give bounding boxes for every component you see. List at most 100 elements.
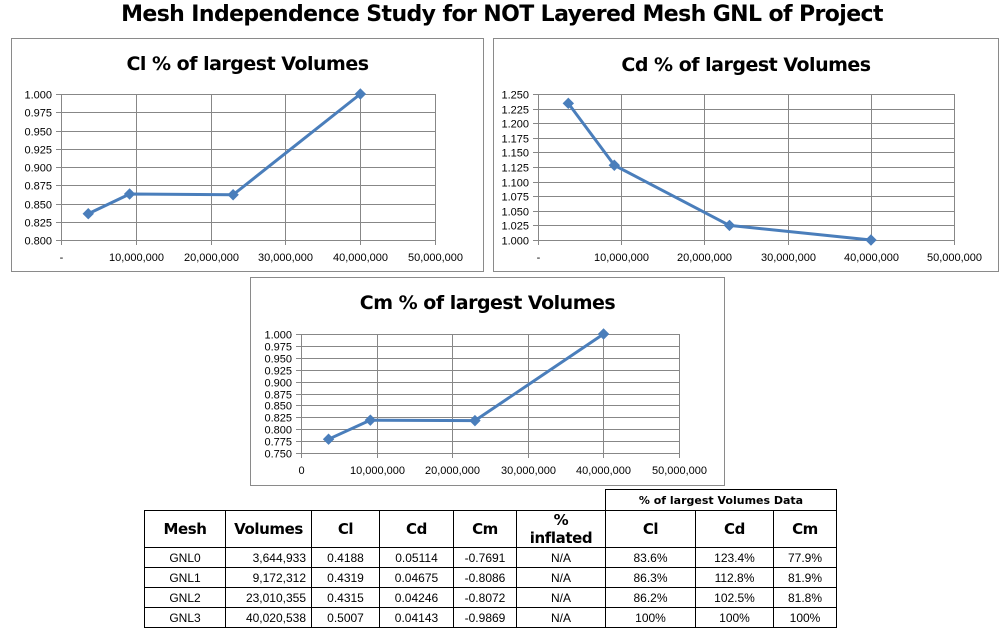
chart-title: Cm % of largest Volumes: [360, 292, 616, 314]
data-point-marker: [322, 433, 335, 445]
data-point-marker: [82, 208, 94, 220]
cell-inflated: N/A: [516, 607, 606, 628]
cell-mesh: GNL3: [144, 607, 226, 628]
data-point-marker: [123, 188, 136, 200]
cell-cm: -0.8072: [453, 587, 517, 608]
cell-pct-cd: 100%: [695, 607, 774, 628]
table-header-row: Mesh Volumes Cl Cd Cm % inflated Cl Cd C…: [144, 510, 837, 548]
header-cd: Cd: [379, 510, 454, 548]
y-tick-label: 1.250: [501, 90, 529, 102]
cell-inflated: N/A: [516, 547, 606, 568]
cell-cl: 0.5007: [311, 607, 380, 628]
data-point-marker: [354, 88, 367, 100]
chart-cd: Cd % of largest Volumes 1.000 1.025 1.050 1.…: [493, 38, 999, 272]
y-tick-label: 0.850: [24, 200, 52, 212]
y-tick-label: 0.875: [24, 181, 52, 193]
cell-cd: 0.04246: [379, 587, 454, 608]
cell-mesh: GNL0: [144, 547, 226, 568]
y-tick-label: 1.125: [501, 163, 529, 175]
cell-cl: 0.4315: [311, 587, 380, 608]
x-tick-label: 20,000,000: [425, 465, 480, 477]
x-tick-label: 30,000,000: [761, 252, 816, 264]
y-tick-label: 1.050: [501, 207, 529, 219]
x-tick-label: 50,000,000: [408, 252, 463, 264]
y-tick-label: 0.975: [24, 108, 52, 120]
cell-volumes: 9,172,312: [225, 567, 312, 588]
y-tick-label: 1.225: [501, 105, 529, 117]
cell-inflated: N/A: [516, 567, 606, 588]
y-tick-label: 0.775: [264, 437, 292, 449]
x-tick-label: 40,000,000: [333, 252, 388, 264]
data-point-marker: [865, 234, 877, 246]
x-tick-label: 10,000,000: [350, 465, 405, 477]
y-tick-label: 0.950: [264, 354, 292, 366]
header-cm: Cm: [453, 510, 517, 548]
chart-title: Cd % of largest Volumes: [621, 54, 870, 76]
cell-pct-cd: 123.4%: [695, 547, 774, 568]
header-pct-cm: Cm: [773, 510, 837, 548]
cell-cl: 0.4319: [311, 567, 380, 588]
chart-cl: Cl % of largest Volumes 0.800 0.825 0.850 0.…: [11, 38, 484, 272]
cell-pct-cl: 86.2%: [605, 587, 696, 608]
cell-cm: -0.9869: [453, 607, 517, 628]
cell-volumes: 23,010,355: [225, 587, 312, 608]
cell-cl: 0.4188: [311, 547, 380, 568]
cell-cd: 0.05114: [379, 547, 454, 568]
series-line-cd: [567, 102, 872, 242]
y-tick-label: 1.000: [24, 90, 52, 102]
x-tick-label: 30,000,000: [501, 465, 556, 477]
y-tick-label: 1.000: [501, 236, 529, 248]
data-point-marker: [364, 414, 377, 426]
y-tick-label: 0.975: [264, 342, 292, 354]
y-tick-label: 1.025: [501, 221, 529, 233]
chart-title: Cl % of largest Volumes: [126, 53, 368, 75]
header-cl: Cl: [311, 510, 380, 548]
y-tick-label: 0.925: [264, 366, 292, 378]
data-point-marker: [723, 219, 736, 232]
cell-pct-cd: 112.8%: [695, 567, 774, 588]
cell-cm: -0.8086: [453, 567, 517, 588]
mesh-data-table: % of largest Volumes Data Mesh Volumes C…: [144, 489, 837, 628]
y-tick-label: 0.900: [24, 163, 52, 175]
x-tick-label: 20,000,000: [184, 252, 239, 264]
x-tick-label: 40,000,000: [844, 252, 899, 264]
cell-inflated: N/A: [516, 587, 606, 608]
cm-chart-svg: Cm % of largest Volumes0.7500.7750.8000.…: [264, 292, 707, 477]
header-inflated: % inflated: [516, 510, 606, 548]
x-tick-label: 50,000,000: [652, 465, 707, 477]
data-point-marker: [608, 159, 621, 171]
cell-pct-cm: 77.9%: [773, 547, 837, 568]
y-tick-label: 1.175: [501, 134, 529, 146]
cell-volumes: 3,644,933: [225, 547, 312, 568]
cell-mesh: GNL2: [144, 587, 226, 608]
y-tick-label: 0.875: [264, 390, 292, 402]
y-tick-label: 0.950: [24, 127, 52, 139]
y-tick-label: 1.075: [501, 192, 529, 204]
x-tick-label: 10,000,000: [109, 252, 164, 264]
header-volumes: Volumes: [225, 510, 312, 548]
cell-cd: 0.04143: [379, 607, 454, 628]
y-tick-label: 0.800: [24, 236, 52, 248]
y-tick-label: 0.925: [24, 145, 52, 157]
table-group-header-row: % of largest Volumes Data: [145, 489, 837, 511]
y-tick-label: 0.825: [264, 413, 292, 425]
y-tick-label: 0.850: [264, 401, 292, 413]
data-point-marker: [597, 328, 610, 340]
cell-volumes: 40,020,538: [225, 607, 312, 628]
cell-pct-cl: 86.3%: [605, 567, 696, 588]
x-tick-label: -: [537, 252, 541, 264]
x-tick-label: 30,000,000: [258, 252, 313, 264]
page-title: Mesh Independence Study for NOT Layered …: [121, 2, 883, 27]
cell-cd: 0.04675: [379, 567, 454, 588]
group-header: % of largest Volumes Data: [605, 489, 837, 511]
cell-pct-cm: 100%: [773, 607, 837, 628]
x-tick-label: -: [60, 252, 64, 264]
series-line-cm: [327, 332, 605, 441]
x-tick-label: 20,000,000: [677, 252, 732, 264]
y-tick-label: 1.200: [501, 119, 529, 131]
y-tick-label: 0.800: [264, 425, 292, 437]
data-point-marker: [562, 97, 575, 110]
y-tick-label: 1.000: [264, 330, 292, 342]
table-row: GNL0 3,644,933 0.4188 0.05114 -0.7691 N/A 83.6…: [144, 547, 837, 568]
cl-chart-svg: Cl % of largest Volumes 0.800 0.825 0.850 0.…: [24, 53, 463, 264]
